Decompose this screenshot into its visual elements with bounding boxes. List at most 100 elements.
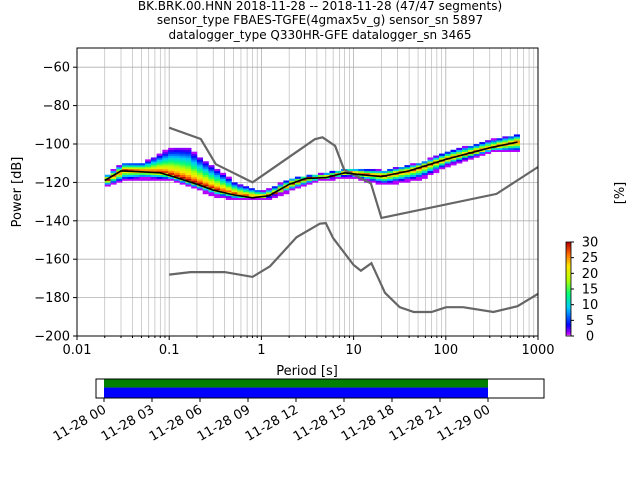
psd-bin [490,149,497,152]
psd-bin [243,193,250,197]
colorbar-segment [566,249,571,252]
psd-bin [421,170,428,174]
psd-bin [375,168,382,172]
psd-bin [214,192,221,195]
psd-bin [243,192,250,195]
psd-bin [444,163,451,166]
psd-bin [479,151,486,154]
psd-bin [139,168,146,172]
psd-bin [208,184,215,187]
psd-bin [150,168,157,172]
psd-bin [122,170,129,174]
psd-bin [150,176,157,179]
psd-bin [202,176,209,179]
psd-bin [208,172,215,176]
psd-bin [479,145,486,149]
psd-bin [410,172,417,176]
y-tick-label: −80 [43,99,70,114]
psd-bin [352,168,359,172]
psd-bin [387,168,394,172]
psd-bin [110,176,117,179]
psd-bin [479,149,486,152]
psd-bin [456,149,463,152]
psd-bin [369,180,376,183]
psd-bin [127,163,134,166]
psd-bin [150,178,157,181]
psd-bin [168,147,175,151]
psd-bin [173,174,180,177]
psd-bin [116,167,123,170]
psd-bin [179,151,186,154]
psd-bin [323,178,330,181]
psd-bin [392,180,399,183]
psd-bin [185,151,192,154]
psd-bin [364,172,371,176]
psd-bin [306,174,313,177]
psd-bin [410,174,417,177]
psd-bin [133,168,140,172]
psd-bin [196,180,204,183]
psd-bin [185,165,192,168]
psd-bin [168,163,175,166]
psd-bin [513,136,520,139]
psd-bin [364,178,371,181]
psd-bin [191,172,198,176]
psd-bin [387,172,394,176]
psd-bin [179,170,186,174]
psd-bin [168,167,175,170]
psd-bin [110,168,117,172]
psd-bin [260,193,267,197]
colorbar-segment [566,292,571,295]
colorbar-segment [566,307,571,310]
psd-bin [220,186,227,189]
psd-bin [191,170,198,174]
psd-bin [392,174,399,177]
psd-bin [162,170,169,174]
psd-bin [346,174,353,177]
psd-bin [116,172,123,176]
psd-bin [438,153,446,156]
psd-bin [133,165,140,168]
psd-bin [375,182,382,185]
psd-bin [427,159,434,162]
colorbar-tick-label: 20 [582,267,599,282]
psd-bin [294,176,301,179]
psd-bin [214,174,221,177]
x-tick-label: 100 [433,343,458,358]
psd-bin [185,184,192,187]
psd-bin [496,142,503,145]
y-tick-label: −60 [43,61,70,76]
y-tick-label: −120 [34,176,70,191]
psd-bin [438,155,446,158]
psd-bin [220,182,227,185]
psd-bin [450,151,457,154]
psd-bin [116,180,123,183]
psd-bin [179,159,186,162]
psd-bin [156,165,163,168]
psd-bin [145,168,152,172]
psd-bin [173,149,180,152]
psd-bin [185,163,192,166]
psd-bin [317,172,325,176]
psd-bin [260,197,267,200]
psd-bin [208,170,215,174]
psd-bin [329,172,336,176]
psd-bin [156,168,163,172]
psd-bin [473,153,480,156]
psd-bin [260,192,267,195]
psd-bin [502,142,509,145]
psd-bin [266,197,273,200]
psd-bin [133,163,140,166]
psd-bin [179,176,186,179]
colorbar-segment [566,252,571,255]
colorbar-segment [566,281,571,284]
psd-bin [329,178,336,181]
colorbar-segment [566,285,571,288]
psd-bin [179,172,186,176]
colorbar-segment [566,323,571,326]
psd-bin [392,182,399,185]
colorbar-segment [566,257,571,260]
psd-bin [145,163,152,166]
psd-bin [248,193,255,197]
psd-bin [139,172,146,176]
